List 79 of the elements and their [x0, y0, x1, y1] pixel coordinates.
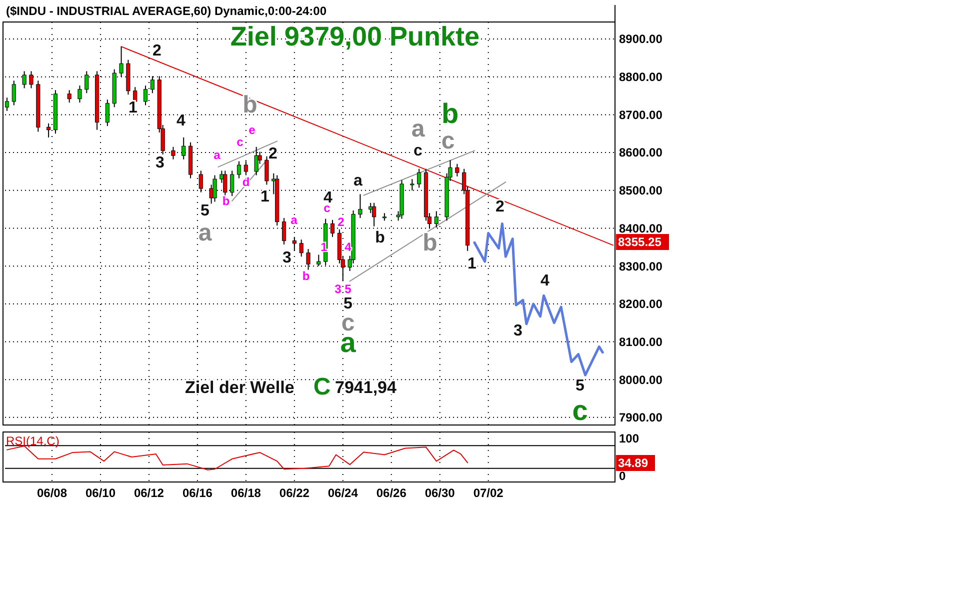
annotation: 3 [282, 250, 292, 267]
x-tick-label: 06/26 [376, 486, 407, 500]
annotation: 1 [128, 100, 138, 117]
y-tick-label: 7900.00 [619, 410, 663, 425]
x-tick-label: 07/02 [473, 486, 504, 500]
annotation: e [248, 123, 256, 138]
annotation: b [422, 229, 438, 256]
annotation: b [441, 98, 459, 129]
candlestick [46, 122, 51, 138]
annotation: d [242, 175, 250, 190]
x-tick-label: 06/10 [85, 486, 116, 500]
annotation: 1 [260, 188, 270, 206]
annotation: a [290, 213, 298, 228]
candlestick [236, 160, 242, 179]
y-tick-label: 8700.00 [619, 108, 663, 122]
candlestick [292, 236, 296, 252]
x-tick-label: 06/22 [279, 486, 310, 500]
annotation: a [411, 115, 426, 142]
annotation: c [414, 142, 423, 160]
y-tick-label: 8100.00 [619, 334, 663, 349]
y-tick-label: 8300.00 [619, 259, 663, 274]
x-tick-label: 06/24 [328, 486, 358, 500]
annotation: 7941,94 [335, 378, 397, 397]
annotation: 5 [200, 202, 210, 220]
annotation: c [236, 135, 244, 150]
x-tick-label: 06/16 [182, 486, 213, 500]
annotation: c [572, 394, 588, 426]
annotation: 3 [156, 154, 165, 172]
annotation: 1 [468, 256, 477, 273]
annotation: b [242, 91, 258, 118]
annotation: c [441, 127, 455, 154]
text: 34.89 [618, 456, 648, 470]
annotation: 4 [540, 272, 550, 290]
x-tick-label: 06/08 [37, 486, 68, 500]
chart-title: ($INDU - INDUSTRIAL AVERAGE,60) Dynamic,0:00-24:00 [6, 4, 327, 18]
annotation: 4 [176, 112, 186, 130]
annotation: 2 [152, 42, 162, 60]
y-tick-label: 100 [619, 431, 640, 446]
candlestick [455, 163, 460, 177]
candlestick [78, 85, 82, 104]
annotation: 3 [514, 322, 523, 340]
annotation: a [354, 172, 363, 190]
annotation: Ziel der Welle [185, 378, 294, 397]
chart-title: RSI(14,C) [6, 434, 60, 448]
x-tick-label: 06/18 [230, 486, 262, 500]
y-tick-label: 8200.00 [619, 297, 663, 312]
y-tick-label: 8400.00 [619, 221, 663, 236]
annotation: C [313, 373, 331, 400]
x-tick-label: 06/30 [424, 486, 456, 500]
y-tick-label: 8000.00 [619, 372, 663, 387]
candlestick [358, 194, 362, 219]
annotation: 3 [334, 282, 342, 296]
text: 8355.25 [618, 235, 662, 250]
annotation: b [222, 194, 230, 208]
annotation: 5 [344, 282, 352, 296]
annotation: a [214, 148, 221, 162]
candlestick [12, 80, 16, 106]
line-series [6, 446, 468, 470]
candlestick [264, 156, 269, 186]
annotation: b [302, 269, 310, 284]
annotation: Ziel 9379,00 Punkte [230, 21, 480, 52]
annotation: 2 [338, 215, 345, 230]
candlestick [67, 90, 72, 104]
annotation: 4 [344, 240, 352, 254]
y-tick-label: 8500.00 [619, 184, 663, 198]
annotation: 2 [496, 198, 505, 216]
x-tick-label: 06/12 [134, 486, 164, 500]
annotation: 5 [576, 378, 585, 395]
annotation: a [198, 219, 212, 246]
candlestick [417, 168, 422, 188]
y-tick-label: 8900.00 [619, 32, 663, 46]
candlestick [299, 239, 304, 258]
y-tick-label: 8600.00 [619, 146, 663, 160]
y-tick-label: 0 [619, 469, 626, 484]
annotation: 2 [268, 146, 278, 163]
annotation: 1 [320, 240, 328, 254]
y-tick-label: 8800.00 [619, 70, 663, 84]
annotation: 5 [344, 296, 353, 313]
annotation: b [375, 230, 386, 247]
